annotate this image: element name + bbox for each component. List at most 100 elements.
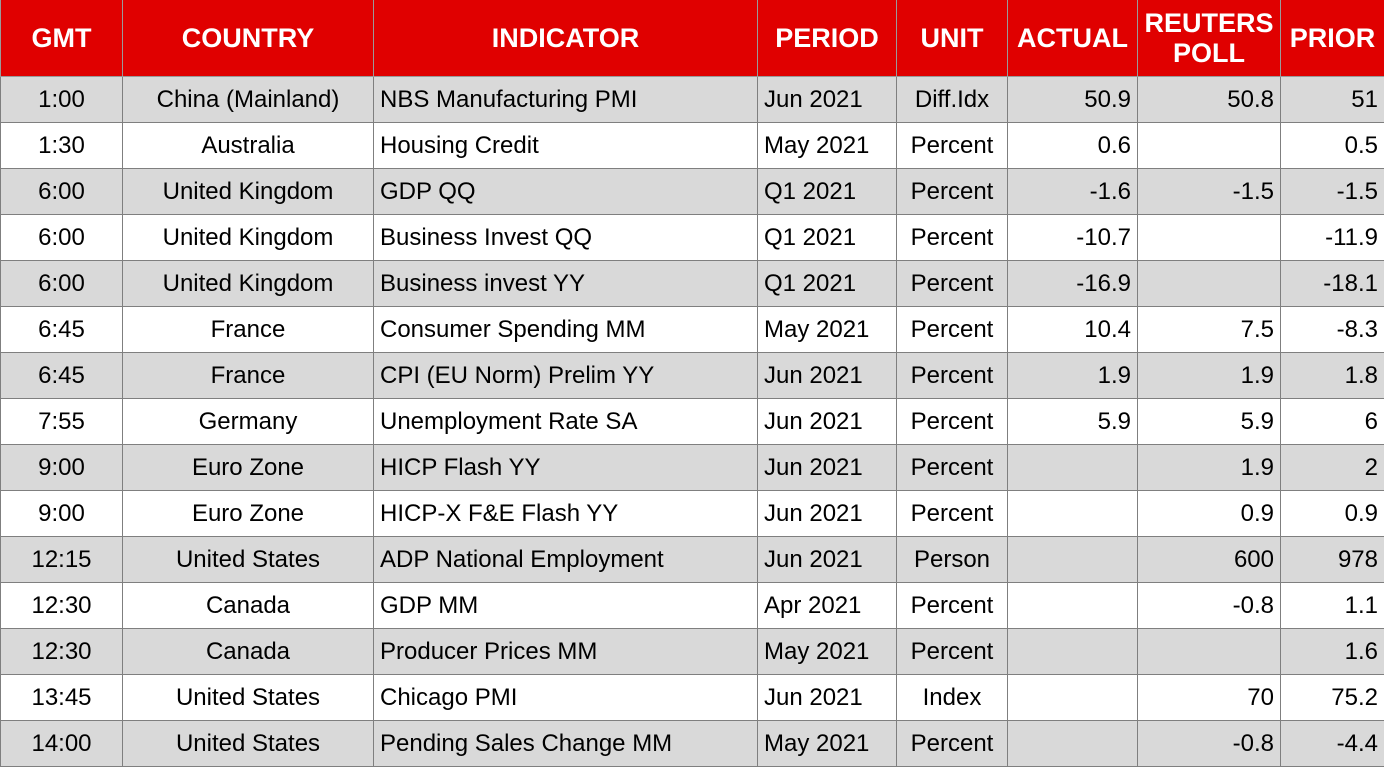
table-cell: 5.9 <box>1007 398 1138 445</box>
table-cell: Percent <box>896 582 1008 629</box>
table-cell: Percent <box>896 490 1008 537</box>
table-row: 12:15 United States ADP National Employmen… <box>0 536 1384 583</box>
table-cell: 51 <box>1280 76 1384 123</box>
table-row: 6:45 France Consumer Spending MM May 2021 Pe… <box>0 306 1384 353</box>
table-cell: 6:00 <box>0 214 123 261</box>
table-cell: 6:45 <box>0 306 123 353</box>
table-cell: HICP Flash YY <box>373 444 758 491</box>
table-cell: 6:00 <box>0 260 123 307</box>
column-header: UNIT <box>896 0 1008 77</box>
table-body: 1:00 China (Mainland) NBS Manufacturing PM… <box>0 76 1384 767</box>
table-cell: Producer Prices MM <box>373 628 758 675</box>
table-cell: Business invest YY <box>373 260 758 307</box>
table-cell: 1.6 <box>1280 628 1384 675</box>
table-cell: 75.2 <box>1280 674 1384 721</box>
table-cell: 12:30 <box>0 628 123 675</box>
table-row: 12:30 Canada GDP MM Apr 2021 Percent -0.8 1.1 <box>0 582 1384 629</box>
table-cell: 1.8 <box>1280 352 1384 399</box>
table-cell: -0.8 <box>1137 582 1281 629</box>
table-cell: 600 <box>1137 536 1281 583</box>
table-cell: 6:00 <box>0 168 123 215</box>
table-cell: Diff.Idx <box>896 76 1008 123</box>
table-cell: France <box>122 352 374 399</box>
table-cell: Q1 2021 <box>757 214 897 261</box>
table-cell: United Kingdom <box>122 260 374 307</box>
table-cell: United Kingdom <box>122 168 374 215</box>
column-header: INDICATOR <box>373 0 758 77</box>
column-header: ACTUAL <box>1007 0 1138 77</box>
table-cell <box>1137 628 1281 675</box>
table-cell: 50.8 <box>1137 76 1281 123</box>
table-cell: 12:30 <box>0 582 123 629</box>
table-cell: Percent <box>896 260 1008 307</box>
table-cell <box>1007 490 1138 537</box>
table-cell: Jun 2021 <box>757 398 897 445</box>
table-cell <box>1007 536 1138 583</box>
table-row: 6:45 France CPI (EU Norm) Prelim YY Jun 202… <box>0 352 1384 399</box>
table-cell: 6 <box>1280 398 1384 445</box>
table-cell: GDP MM <box>373 582 758 629</box>
column-header: COUNTRY <box>122 0 374 77</box>
table-cell: -10.7 <box>1007 214 1138 261</box>
table-cell: Percent <box>896 628 1008 675</box>
table-cell: Chicago PMI <box>373 674 758 721</box>
table-cell: 6:45 <box>0 352 123 399</box>
table-header: GMT COUNTRY INDICATOR PERIOD UNIT ACTUAL REUTE… <box>0 0 1384 77</box>
table-cell: 5.9 <box>1137 398 1281 445</box>
table-cell: 9:00 <box>0 490 123 537</box>
table-cell: HICP-X F&E Flash YY <box>373 490 758 537</box>
table-row: 6:00 United Kingdom Business invest YY Q1 2… <box>0 260 1384 307</box>
table-cell: Jun 2021 <box>757 352 897 399</box>
table-cell: China (Mainland) <box>122 76 374 123</box>
table-cell: 1.1 <box>1280 582 1384 629</box>
table-cell: 7:55 <box>0 398 123 445</box>
table-cell: Euro Zone <box>122 490 374 537</box>
table-cell: 2 <box>1280 444 1384 491</box>
table-cell: Jun 2021 <box>757 674 897 721</box>
table-cell: -4.4 <box>1280 720 1384 767</box>
table-cell: 9:00 <box>0 444 123 491</box>
table-row: 12:30 Canada Producer Prices MM May 2021 Per… <box>0 628 1384 675</box>
table-cell: NBS Manufacturing PMI <box>373 76 758 123</box>
table-cell: May 2021 <box>757 628 897 675</box>
table-cell <box>1007 720 1138 767</box>
table-cell: 1.9 <box>1007 352 1138 399</box>
table-cell: 1:30 <box>0 122 123 169</box>
table-row: 9:00 Euro Zone HICP Flash YY Jun 2021 Percen… <box>0 444 1384 491</box>
table-cell: May 2021 <box>757 122 897 169</box>
table-cell: 0.5 <box>1280 122 1384 169</box>
table-row: 13:45 United States Chicago PMI Jun 2021 Ind… <box>0 674 1384 721</box>
table-cell: Canada <box>122 582 374 629</box>
table-row: 6:00 United Kingdom Business Invest QQ Q1 2… <box>0 214 1384 261</box>
table-cell: Australia <box>122 122 374 169</box>
table-cell: United Kingdom <box>122 214 374 261</box>
table-cell: Jun 2021 <box>757 490 897 537</box>
table-cell: May 2021 <box>757 306 897 353</box>
table-cell <box>1137 122 1281 169</box>
table-cell: Percent <box>896 214 1008 261</box>
table-row: 7:55 Germany Unemployment Rate SA Jun 2021 P… <box>0 398 1384 445</box>
table-row: 1:00 China (Mainland) NBS Manufacturing PM… <box>0 76 1384 123</box>
table-cell: Percent <box>896 168 1008 215</box>
table-cell: 70 <box>1137 674 1281 721</box>
table-cell: 10.4 <box>1007 306 1138 353</box>
table-cell: -11.9 <box>1280 214 1384 261</box>
table-cell: 7.5 <box>1137 306 1281 353</box>
table-cell: -16.9 <box>1007 260 1138 307</box>
table-row: 6:00 United Kingdom GDP QQ Q1 2021 Percent -1… <box>0 168 1384 215</box>
table-cell <box>1007 444 1138 491</box>
column-header: PRIOR <box>1280 0 1384 77</box>
table-cell: -8.3 <box>1280 306 1384 353</box>
table-cell: 50.9 <box>1007 76 1138 123</box>
table-row: 9:00 Euro Zone HICP-X F&E Flash YY Jun 2021… <box>0 490 1384 537</box>
table-cell: United States <box>122 720 374 767</box>
column-header: REUTERS POLL <box>1137 0 1281 77</box>
table-cell: Euro Zone <box>122 444 374 491</box>
table-cell: France <box>122 306 374 353</box>
table-cell: May 2021 <box>757 720 897 767</box>
table-cell: Q1 2021 <box>757 260 897 307</box>
table-cell: Apr 2021 <box>757 582 897 629</box>
table-cell: Percent <box>896 398 1008 445</box>
table-cell: Jun 2021 <box>757 76 897 123</box>
